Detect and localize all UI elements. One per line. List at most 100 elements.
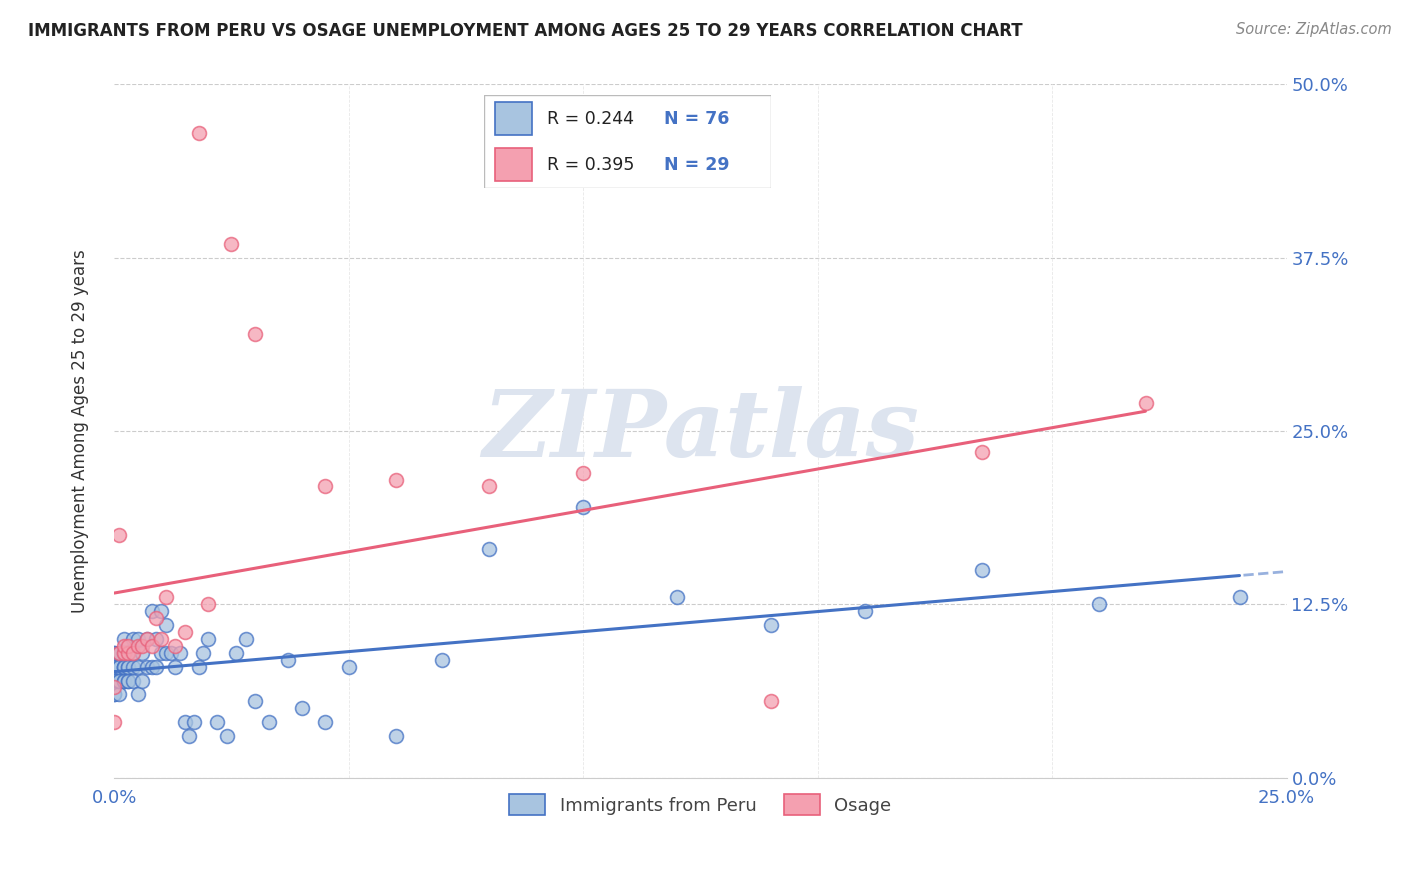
Point	[314, 479, 336, 493]
Point	[257, 715, 280, 730]
Point	[112, 673, 135, 688]
Point	[145, 611, 167, 625]
Point	[108, 646, 131, 660]
Point	[165, 639, 187, 653]
Point	[314, 715, 336, 730]
Point	[665, 591, 688, 605]
Point	[117, 659, 139, 673]
Point	[179, 729, 201, 743]
Point	[103, 687, 125, 701]
Point	[103, 673, 125, 688]
Point	[141, 604, 163, 618]
Point	[127, 687, 149, 701]
Point	[108, 646, 131, 660]
Point	[215, 729, 238, 743]
Point	[108, 673, 131, 688]
Legend: Immigrants from Peru, Osage: Immigrants from Peru, Osage	[501, 785, 900, 824]
Point	[970, 563, 993, 577]
Point	[122, 659, 145, 673]
Point	[197, 597, 219, 611]
Point	[103, 659, 125, 673]
Point	[122, 646, 145, 660]
Point	[112, 646, 135, 660]
Point	[103, 715, 125, 730]
Point	[277, 653, 299, 667]
Point	[117, 646, 139, 660]
Point	[103, 659, 125, 673]
Point	[145, 659, 167, 673]
Point	[112, 659, 135, 673]
Point	[145, 632, 167, 646]
Point	[103, 646, 125, 660]
Point	[221, 236, 243, 251]
Point	[173, 625, 195, 640]
Y-axis label: Unemployment Among Ages 25 to 29 years: Unemployment Among Ages 25 to 29 years	[72, 249, 89, 613]
Point	[207, 715, 229, 730]
Point	[108, 687, 131, 701]
Point	[136, 632, 159, 646]
Point	[197, 632, 219, 646]
Point	[432, 653, 454, 667]
Point	[103, 646, 125, 660]
Point	[225, 646, 247, 660]
Point	[122, 673, 145, 688]
Point	[1088, 597, 1111, 611]
Point	[759, 694, 782, 708]
Point	[112, 659, 135, 673]
Point	[572, 466, 595, 480]
Point	[127, 659, 149, 673]
Point	[112, 632, 135, 646]
Point	[136, 632, 159, 646]
Point	[187, 659, 209, 673]
Point	[150, 604, 173, 618]
Point	[112, 659, 135, 673]
Point	[112, 646, 135, 660]
Point	[108, 659, 131, 673]
Point	[187, 126, 209, 140]
Point	[112, 646, 135, 660]
Point	[112, 639, 135, 653]
Point	[103, 673, 125, 688]
Point	[1135, 396, 1157, 410]
Point	[117, 646, 139, 660]
Point	[112, 673, 135, 688]
Point	[108, 528, 131, 542]
Point	[141, 659, 163, 673]
Point	[136, 659, 159, 673]
Text: IMMIGRANTS FROM PERU VS OSAGE UNEMPLOYMENT AMONG AGES 25 TO 29 YEARS CORRELATION: IMMIGRANTS FROM PERU VS OSAGE UNEMPLOYME…	[28, 22, 1022, 40]
Point	[384, 473, 406, 487]
Text: ZIPatlas: ZIPatlas	[482, 386, 920, 476]
Point	[159, 646, 181, 660]
Point	[243, 694, 266, 708]
Point	[169, 646, 191, 660]
Point	[131, 646, 153, 660]
Point	[108, 646, 131, 660]
Point	[103, 687, 125, 701]
Point	[183, 715, 205, 730]
Point	[117, 639, 139, 653]
Point	[970, 444, 993, 458]
Point	[155, 618, 177, 632]
Point	[853, 604, 876, 618]
Point	[291, 701, 314, 715]
Point	[117, 659, 139, 673]
Point	[155, 591, 177, 605]
Point	[131, 673, 153, 688]
Point	[122, 632, 145, 646]
Point	[117, 673, 139, 688]
Point	[759, 618, 782, 632]
Point	[193, 646, 215, 660]
Point	[150, 646, 173, 660]
Point	[478, 479, 501, 493]
Point	[235, 632, 257, 646]
Point	[141, 639, 163, 653]
Text: Source: ZipAtlas.com: Source: ZipAtlas.com	[1236, 22, 1392, 37]
Point	[1229, 591, 1251, 605]
Point	[150, 632, 173, 646]
Point	[173, 715, 195, 730]
Point	[127, 639, 149, 653]
Point	[117, 673, 139, 688]
Point	[572, 500, 595, 515]
Point	[122, 646, 145, 660]
Point	[337, 659, 360, 673]
